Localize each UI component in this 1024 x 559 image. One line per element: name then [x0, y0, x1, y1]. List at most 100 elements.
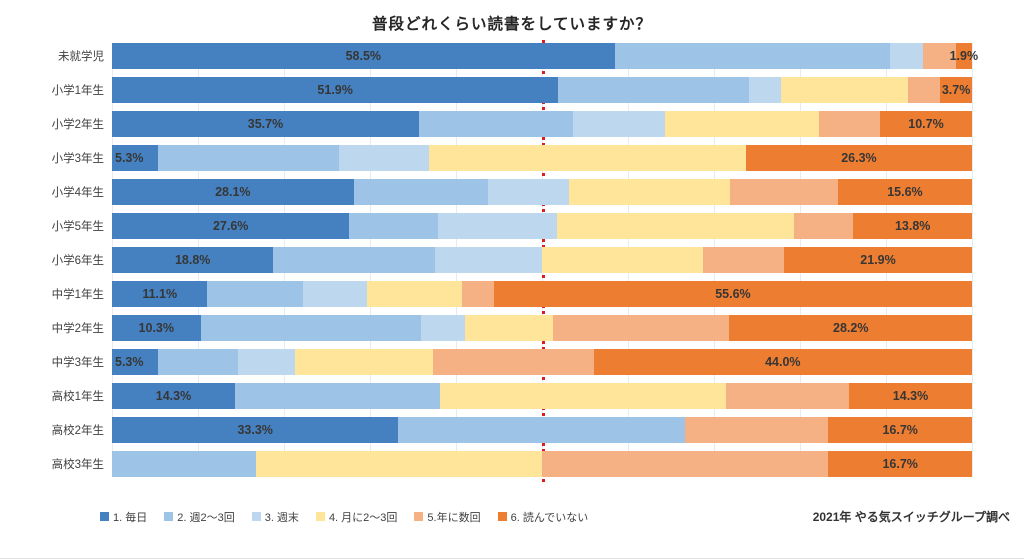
bar-segment	[112, 77, 559, 103]
bar-segment	[837, 179, 972, 205]
last-value-label: 10.7%	[908, 117, 944, 131]
bar-row: 小学5年生 27.6% 13.8%	[0, 213, 1024, 239]
first-value-label: 5.3%	[115, 151, 144, 165]
bar-segment	[487, 179, 569, 205]
bar-segment	[112, 383, 235, 409]
bar-segment	[439, 383, 727, 409]
bar-segment	[726, 383, 849, 409]
chart-title: 普段どれくらい読書をしていますか？	[371, 16, 653, 33]
bar-segment	[730, 179, 838, 205]
first-value-label: 10.3%	[138, 321, 175, 335]
bar-segment	[908, 77, 941, 103]
bar-segment	[112, 179, 354, 205]
bar-row: 小学3年生 5.3% 26.3%	[0, 145, 1024, 171]
bar-segment	[437, 213, 557, 239]
bar-segment	[112, 349, 158, 375]
bar-segment	[207, 281, 303, 307]
bar-segment	[879, 111, 972, 137]
row-label: 小学1年生	[51, 85, 104, 97]
bar-track: 14.3% 14.3%	[112, 383, 972, 409]
bar-segment	[853, 213, 972, 239]
bar-segment	[781, 77, 909, 103]
last-value-label: 44.0%	[765, 355, 801, 369]
bar-segment	[112, 315, 201, 341]
bar-segment	[112, 145, 158, 171]
bar-row: 中学1年生 11.1% 55.6%	[0, 281, 1024, 307]
bar-segment	[295, 349, 433, 375]
chart: 未就学児 58.5% 1.9% 小学1年生 51.9% 3.7% 小学2年生 35.7% 10.…	[0, 40, 1024, 482]
bar-row: 小学4年生 28.1% 15.6%	[0, 179, 1024, 205]
legend-swatch-icon	[414, 512, 424, 521]
bar-segment	[432, 349, 594, 375]
bar-track: 35.7% 10.7%	[112, 111, 972, 137]
bar-segment	[398, 417, 685, 443]
bar-track: 51.9% 3.7%	[112, 77, 972, 103]
legend-label: 3. 週末	[264, 511, 299, 524]
bar-segment	[848, 383, 972, 409]
last-value-label: 3.7%	[941, 83, 971, 97]
row-label: 未就学児	[58, 51, 104, 63]
row-label: 中学3年生	[51, 357, 104, 369]
row-label: 小学5年生	[51, 221, 104, 233]
legend-label: 6. 読んでいない	[510, 511, 589, 524]
row-label: 中学2年生	[51, 323, 104, 335]
bar-segment	[749, 77, 782, 103]
bar-track: 5.3% 44.0%	[112, 349, 972, 375]
first-value-label: 27.6%	[212, 219, 249, 233]
bar-segment	[556, 213, 794, 239]
last-value-label: 16.7%	[882, 423, 918, 437]
row-label: 小学3年生	[51, 153, 104, 165]
bar-segment	[745, 145, 972, 171]
bar-segment	[955, 43, 972, 69]
bar-rows: 未就学児 58.5% 1.9% 小学1年生 51.9% 3.7% 小学2年生 35.7% 10.…	[0, 43, 1024, 477]
bar-segment	[684, 417, 829, 443]
first-value-label: 11.1%	[142, 287, 178, 301]
bar-segment	[255, 451, 542, 477]
last-value-label: 16.7%	[882, 457, 918, 471]
bar-segment	[112, 247, 274, 273]
bar-segment	[112, 281, 208, 307]
bar-track: 18.8% 21.9%	[112, 247, 972, 273]
legend-item: 5.年に数回	[414, 509, 481, 525]
bar-segment	[234, 383, 440, 409]
bar-track: 16.7%	[112, 451, 972, 477]
bar-row: 小学1年生 51.9% 3.7%	[0, 77, 1024, 103]
row-label: 高校3年生	[51, 459, 104, 471]
bar-segment	[237, 349, 296, 375]
bar-track: 28.1% 15.6%	[112, 179, 972, 205]
bar-segment	[541, 451, 829, 477]
bar-segment	[273, 247, 435, 273]
bar-segment	[614, 43, 891, 69]
last-value-label: 55.6%	[715, 287, 751, 301]
first-value-label: 58.5%	[345, 49, 382, 63]
bar-segment	[112, 111, 420, 137]
bar-segment	[568, 179, 731, 205]
first-value-label: 35.7%	[247, 117, 284, 131]
bar-track: 11.1% 55.6%	[112, 281, 972, 307]
bar-row: 高校2年生 33.3% 16.7%	[0, 417, 1024, 443]
bar-segment	[429, 145, 746, 171]
bar-segment	[818, 111, 880, 137]
bar-segment	[112, 213, 350, 239]
source-note: 2021年 やる気スイッチグループ調べ	[812, 510, 1010, 524]
first-value-label: 33.3%	[237, 423, 273, 437]
bar-segment	[302, 281, 367, 307]
bar-segment	[572, 111, 665, 137]
first-value-label: 51.9%	[317, 83, 353, 97]
bar-segment	[419, 111, 573, 137]
legend-swatch-icon	[497, 512, 507, 521]
legend-item: 3. 週末	[251, 509, 299, 525]
first-value-label: 18.8%	[174, 253, 211, 267]
legend-label: 1. 毎日	[113, 511, 148, 524]
row-label: 小学6年生	[51, 255, 104, 267]
legend-item: 4. 月に2〜3回	[315, 509, 397, 525]
bar-segment	[157, 145, 340, 171]
bar-segment	[541, 247, 704, 273]
bar-segment	[593, 349, 972, 375]
bar-segment	[112, 43, 615, 69]
bar-segment	[200, 315, 421, 341]
legend-swatch-icon	[164, 512, 174, 521]
bar-segment	[783, 247, 972, 273]
last-value-label: 13.8%	[894, 219, 931, 233]
